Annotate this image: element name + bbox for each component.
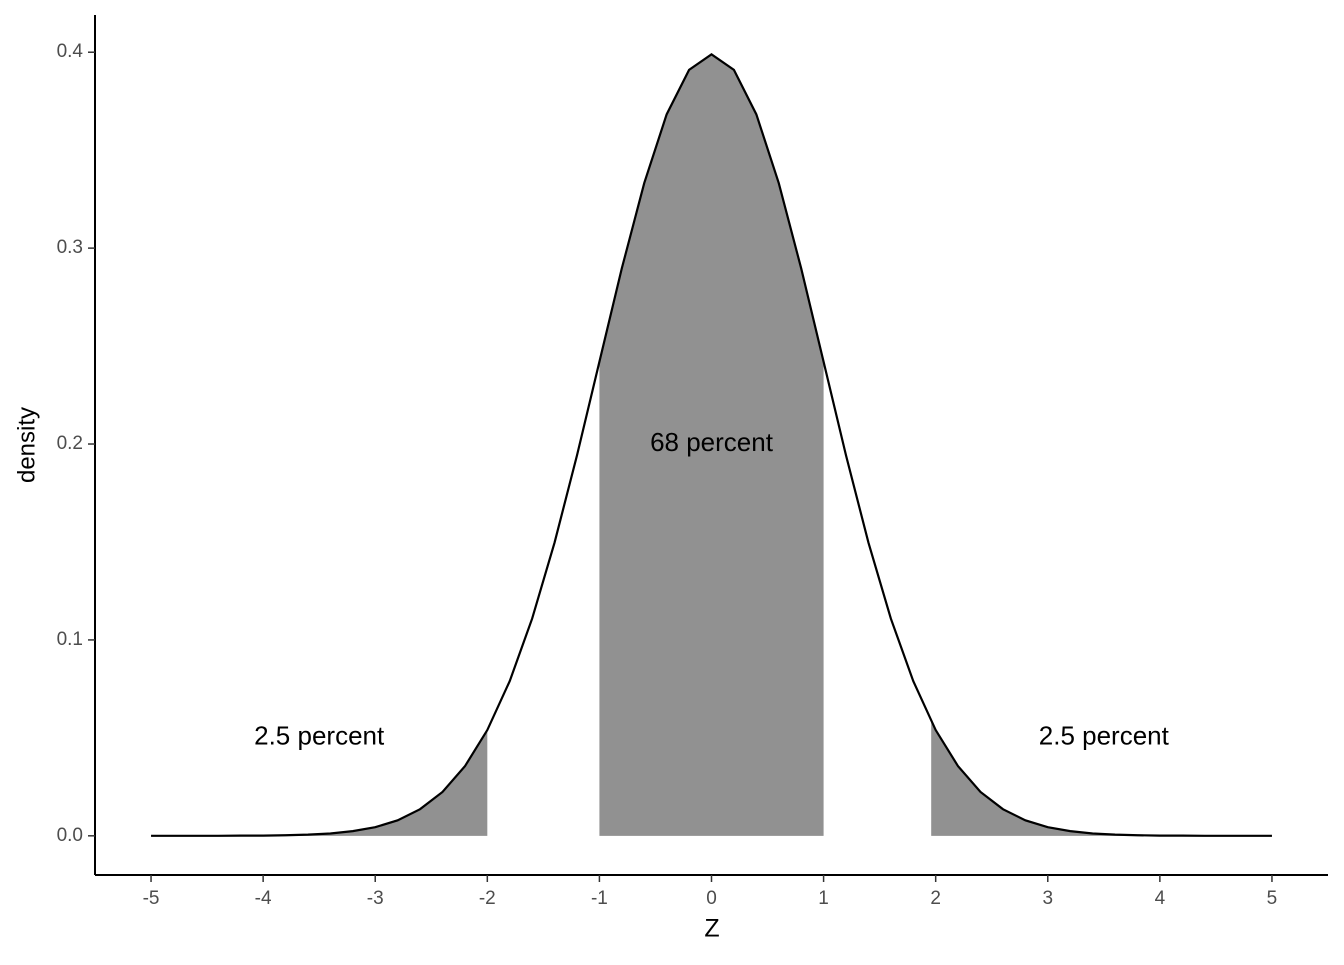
x-axis-title: Z xyxy=(704,915,719,943)
x-tick-label: -5 xyxy=(143,888,160,909)
y-tick-label: 0.2 xyxy=(57,433,83,454)
shaded-region xyxy=(151,730,488,836)
y-tick-label: 0.4 xyxy=(57,41,84,62)
x-tick-label: 0 xyxy=(706,888,717,909)
density-curve xyxy=(151,53,1272,837)
y-tick-label: 0.0 xyxy=(57,825,83,846)
x-tick-label: 2 xyxy=(930,888,941,909)
x-tick-label: -2 xyxy=(479,888,496,909)
x-tick-label: -4 xyxy=(255,888,272,909)
shaded-region xyxy=(931,720,1272,836)
annotation: 2.5 percent xyxy=(1039,721,1170,751)
annotation: 2.5 percent xyxy=(254,721,385,751)
x-tick-label: -3 xyxy=(367,888,384,909)
y-axis-title: density xyxy=(13,407,40,483)
x-tick-label: -1 xyxy=(591,888,608,909)
x-tick-label: 3 xyxy=(1042,888,1053,909)
shaded-region xyxy=(599,54,824,836)
x-tick-label: 4 xyxy=(1155,888,1166,909)
y-tick-label: 0.3 xyxy=(57,237,83,258)
annotation: 68 percent xyxy=(650,427,774,457)
x-tick-label: 1 xyxy=(818,888,829,909)
y-tick-label: 0.1 xyxy=(57,629,83,650)
x-tick-label: 5 xyxy=(1267,888,1278,909)
